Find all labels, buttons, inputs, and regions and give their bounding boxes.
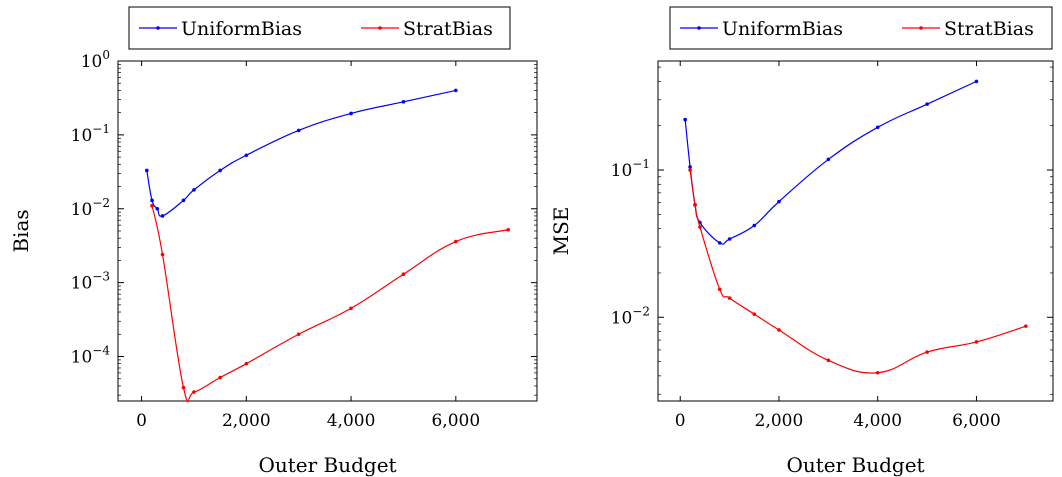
series-line-uniformbias [147,90,456,216]
plot-frame [658,61,1053,401]
mse-chart: 0 2,000 4,000 6,000 10−2 10−1 Outer Budget MSE U… [549,7,1053,477]
data-point-uniformbias [192,188,196,192]
data-point-uniformbias [155,207,159,211]
x-tick-label: 0 [136,411,147,431]
y-tick-label: 10−1 [611,157,650,181]
data-point-stratbias [245,362,249,366]
data-point-stratbias [728,296,732,300]
data-point-stratbias [349,306,353,310]
data-point-uniformbias [688,165,692,169]
data-point-stratbias [777,328,781,332]
data-point-stratbias [1024,324,1028,328]
data-point-uniformbias [777,200,781,204]
data-point-stratbias [182,386,186,390]
legend: UniformBias StratBias [670,7,1052,49]
data-point-uniformbias [145,169,149,173]
data-point-uniformbias [245,153,249,157]
legend-label-stratbias: StratBias [944,18,1034,40]
data-point-uniformbias [718,241,722,245]
data-point-stratbias [688,168,692,172]
data-point-uniformbias [182,199,186,203]
plot-frame [118,61,537,401]
x-tick-label: 6,000 [431,411,480,431]
legend-marker-stratbias [378,26,382,30]
legend-label-stratbias: StratBias [403,18,493,40]
y-tick-label: 100 [81,48,110,72]
x-tick-label: 2,000 [755,411,804,431]
legend: UniformBias StratBias [129,7,510,49]
data-point-uniformbias [218,169,222,173]
y-tick-label: 10−3 [71,270,110,294]
data-point-uniformbias [161,214,165,218]
data-point-uniformbias [975,80,979,84]
data-point-uniformbias [683,118,687,122]
data-point-uniformbias [454,89,458,93]
data-point-stratbias [506,228,510,232]
legend-marker-stratbias [919,26,923,30]
data-point-stratbias [827,359,831,363]
data-point-stratbias [876,371,880,375]
data-point-uniformbias [876,126,880,130]
data-point-stratbias [402,272,406,276]
legend-label-uniformbias: UniformBias [181,18,302,40]
data-point-uniformbias [150,199,154,203]
x-tick-label: 0 [675,411,686,431]
data-point-uniformbias [752,224,756,228]
x-axis-label: Outer Budget [258,453,396,477]
data-point-stratbias [925,350,929,354]
data-point-stratbias [718,287,722,291]
data-point-uniformbias [925,102,929,106]
y-tick-label: 10−2 [71,196,110,220]
legend-marker-uniformbias [156,26,160,30]
x-tick-label: 4,000 [327,411,376,431]
data-point-uniformbias [402,100,406,104]
data-point-uniformbias [827,158,831,162]
y-tick-label: 10−1 [71,122,110,146]
data-point-stratbias [192,390,196,394]
legend-label-uniformbias: UniformBias [722,18,843,40]
bias-chart: 0 2,000 4,000 6,000 10−4 10−3 10−2 10−1 100 Outer… [9,7,537,477]
x-tick-label: 2,000 [222,411,271,431]
legend-marker-uniformbias [697,26,701,30]
data-point-stratbias [297,332,301,336]
y-tick-label: 10−4 [71,344,111,368]
data-point-stratbias [218,376,222,380]
data-point-stratbias [161,253,165,257]
series-line-uniformbias [685,81,976,244]
data-point-uniformbias [349,112,353,116]
y-axis-label: Bias [9,209,33,252]
x-tick-label: 6,000 [952,411,1001,431]
data-point-stratbias [698,225,702,229]
data-point-uniformbias [728,237,732,241]
data-point-stratbias [752,312,756,316]
series-line-stratbias [152,206,508,402]
y-axis-label: MSE [549,207,573,256]
data-point-uniformbias [297,129,301,133]
data-point-stratbias [693,203,697,207]
data-point-stratbias [150,204,154,208]
data-point-stratbias [975,340,979,344]
x-tick-label: 4,000 [853,411,902,431]
x-axis-label: Outer Budget [786,453,924,477]
y-tick-label: 10−2 [611,304,650,328]
data-point-stratbias [454,240,458,244]
